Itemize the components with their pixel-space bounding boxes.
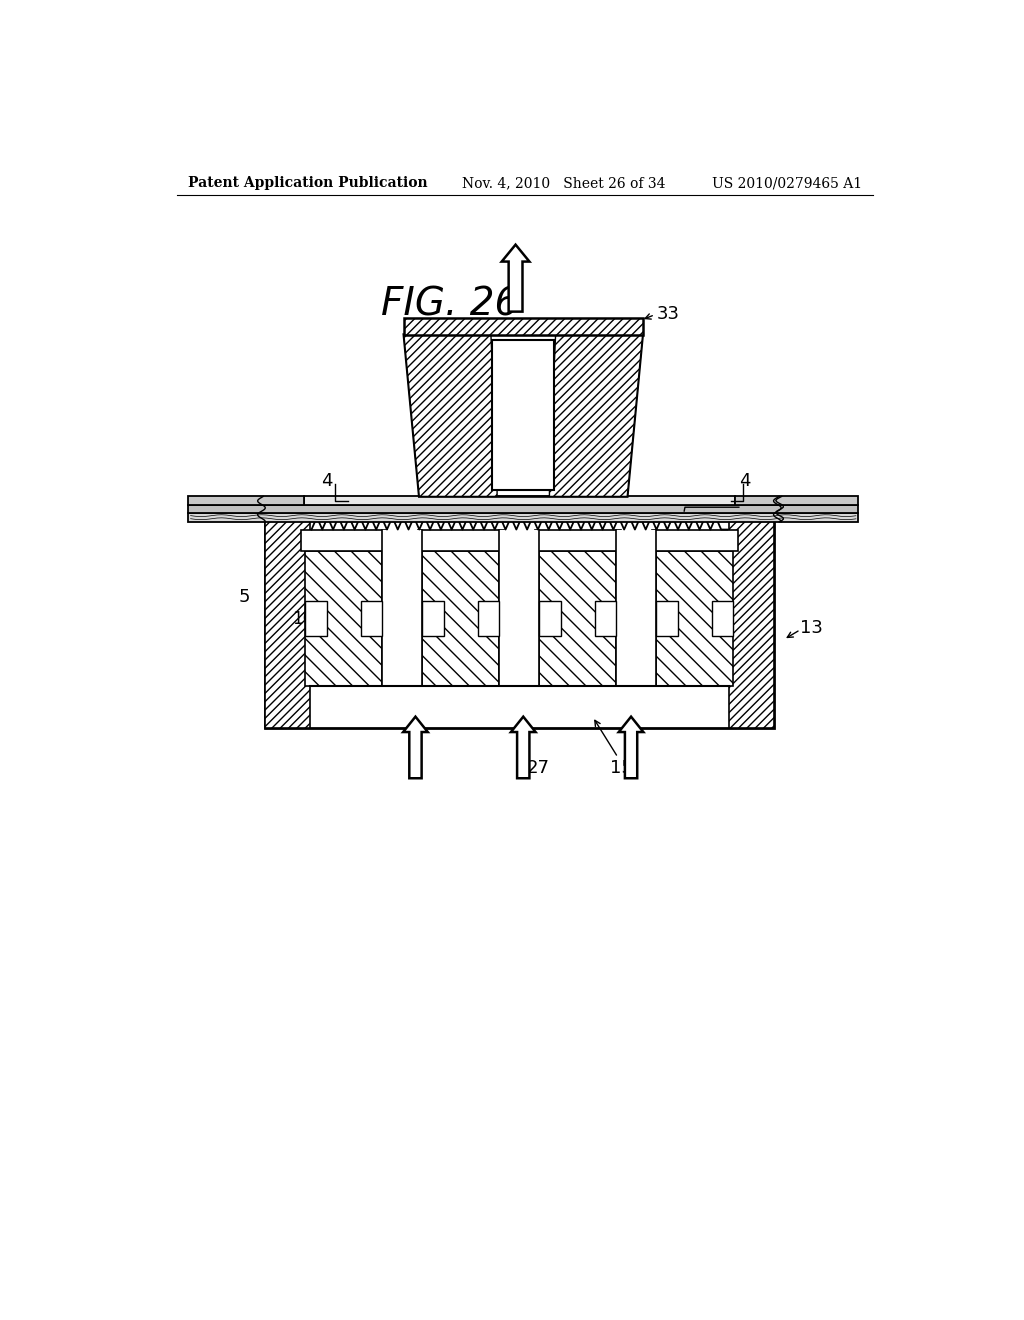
Bar [304,496,735,506]
Bar [493,341,554,490]
Bar [188,506,858,512]
Text: 4: 4 [322,473,333,490]
Bar [422,552,500,686]
Text: Nov. 4, 2010   Sheet 26 of 34: Nov. 4, 2010 Sheet 26 of 34 [462,176,666,190]
Bar [656,552,733,686]
Bar [735,496,858,506]
Bar [535,529,621,552]
Bar [403,318,643,335]
Bar [301,529,387,552]
Text: 27: 27 [527,759,550,777]
Text: 15: 15 [610,759,633,777]
Bar [540,601,561,636]
Bar [656,601,678,636]
Bar [188,512,858,521]
Bar [616,529,656,686]
Polygon shape [403,335,643,496]
FancyArrow shape [618,717,643,779]
Text: 16: 16 [292,610,313,628]
Text: FIG. 26: FIG. 26 [381,285,519,323]
Text: 1: 1 [668,502,679,520]
Bar [540,552,616,686]
FancyArrow shape [403,717,428,779]
Polygon shape [403,335,497,496]
Polygon shape [550,335,643,496]
Bar [595,601,616,636]
Text: 1: 1 [208,500,219,517]
FancyArrow shape [502,244,529,312]
Bar [422,601,444,636]
Bar [729,498,773,729]
Bar [500,529,540,686]
Bar [265,498,310,729]
Bar [478,601,500,636]
Bar [382,529,422,686]
Bar [305,601,327,636]
Text: 5: 5 [239,589,250,606]
Text: 4: 4 [739,473,751,490]
Bar [712,601,733,636]
Bar [652,529,738,552]
Text: 13: 13 [801,619,823,638]
Bar [265,498,773,729]
Text: Patent Application Publication: Patent Application Publication [188,176,428,190]
Bar [188,496,304,506]
Text: US 2010/0279465 A1: US 2010/0279465 A1 [712,176,862,190]
Bar [305,552,382,686]
Bar [360,601,382,636]
Text: 33: 33 [656,305,680,323]
FancyArrow shape [511,717,536,779]
Text: -16: -16 [628,610,654,628]
Bar [418,529,504,552]
